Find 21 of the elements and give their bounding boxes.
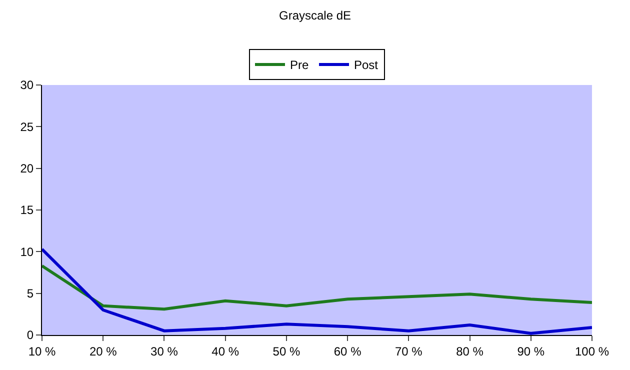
legend-label: Post bbox=[354, 58, 379, 72]
x-tick-label: 10 % bbox=[28, 344, 56, 358]
x-tick-label: 50 % bbox=[272, 344, 300, 358]
y-tick-label: 15 bbox=[20, 203, 34, 218]
y-tick-label: 30 bbox=[20, 78, 34, 92]
y-tick-label: 20 bbox=[20, 162, 34, 176]
x-tick-label: 70 % bbox=[394, 344, 423, 358]
chart-title: Grayscale dE bbox=[278, 8, 352, 22]
x-tick-label: 40 % bbox=[212, 344, 240, 358]
x-tick-label: 80 % bbox=[456, 344, 484, 358]
y-tick-label: 0 bbox=[26, 328, 34, 342]
x-tick-label: 30 % bbox=[150, 344, 178, 358]
x-tick-label: 60 % bbox=[334, 344, 362, 358]
y-tick-label: 25 bbox=[20, 120, 34, 134]
x-tick-label: 20 % bbox=[89, 344, 118, 358]
y-tick-label: 5 bbox=[26, 286, 34, 301]
y-tick-label: 10 bbox=[20, 244, 34, 259]
legend-label: Pre bbox=[290, 58, 309, 72]
x-tick-label: 100 % bbox=[574, 344, 610, 358]
line-series bbox=[42, 264, 592, 311]
x-tick-label: 90 % bbox=[517, 344, 545, 358]
